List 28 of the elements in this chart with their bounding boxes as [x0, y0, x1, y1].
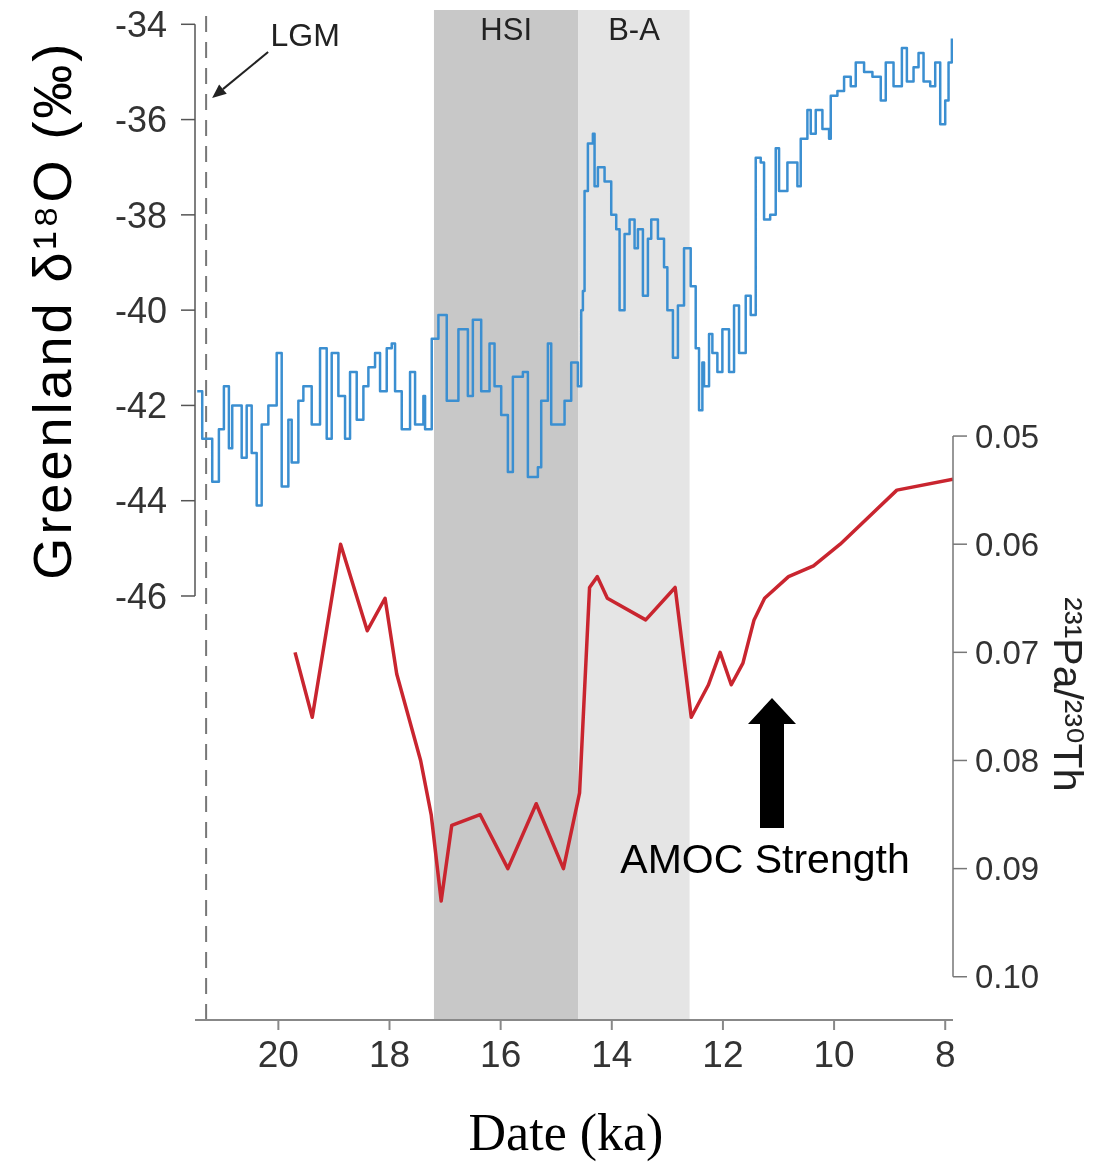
x-axis-title: Date (ka) — [468, 1104, 664, 1162]
y-tick-label: -42 — [114, 385, 167, 427]
y2-tick-label: 0.10 — [975, 958, 1040, 996]
annotation: AMOC Strength — [620, 836, 910, 882]
x-tick-label: 12 — [702, 1034, 744, 1076]
y-tick-label: -40 — [114, 289, 167, 331]
line-series — [293, 477, 953, 903]
x-tick-label: 8 — [934, 1034, 956, 1076]
y2-axis-title: ²³¹Pa/²³⁰Th — [1045, 597, 1091, 792]
band-label: B-A — [608, 12, 661, 48]
ref-line-label: LGM — [270, 17, 340, 53]
y2-tick-label: 0.07 — [975, 634, 1040, 672]
y2-tick-label: 0.05 — [975, 417, 1040, 455]
y-tick-label: -36 — [114, 99, 167, 141]
y2-tick-label: 0.06 — [975, 525, 1040, 563]
y2-tick-label: 0.09 — [975, 850, 1040, 888]
x-tick-label: 20 — [257, 1034, 299, 1076]
y-tick-label: -38 — [114, 194, 167, 236]
y2-tick-label: 0.08 — [975, 742, 1040, 780]
x-tick-label: 14 — [591, 1034, 633, 1076]
x-tick-label: 10 — [813, 1034, 855, 1076]
y-axis-title: Greenland δ¹⁸O (‰) — [22, 40, 82, 580]
y-tick-label: -44 — [114, 480, 167, 522]
x-tick-label: 16 — [480, 1034, 522, 1076]
y-tick-label: -46 — [114, 575, 167, 617]
band-label: HSI — [480, 12, 533, 48]
x-tick-label: 18 — [368, 1034, 411, 1076]
y-tick-label: -34 — [114, 4, 167, 46]
